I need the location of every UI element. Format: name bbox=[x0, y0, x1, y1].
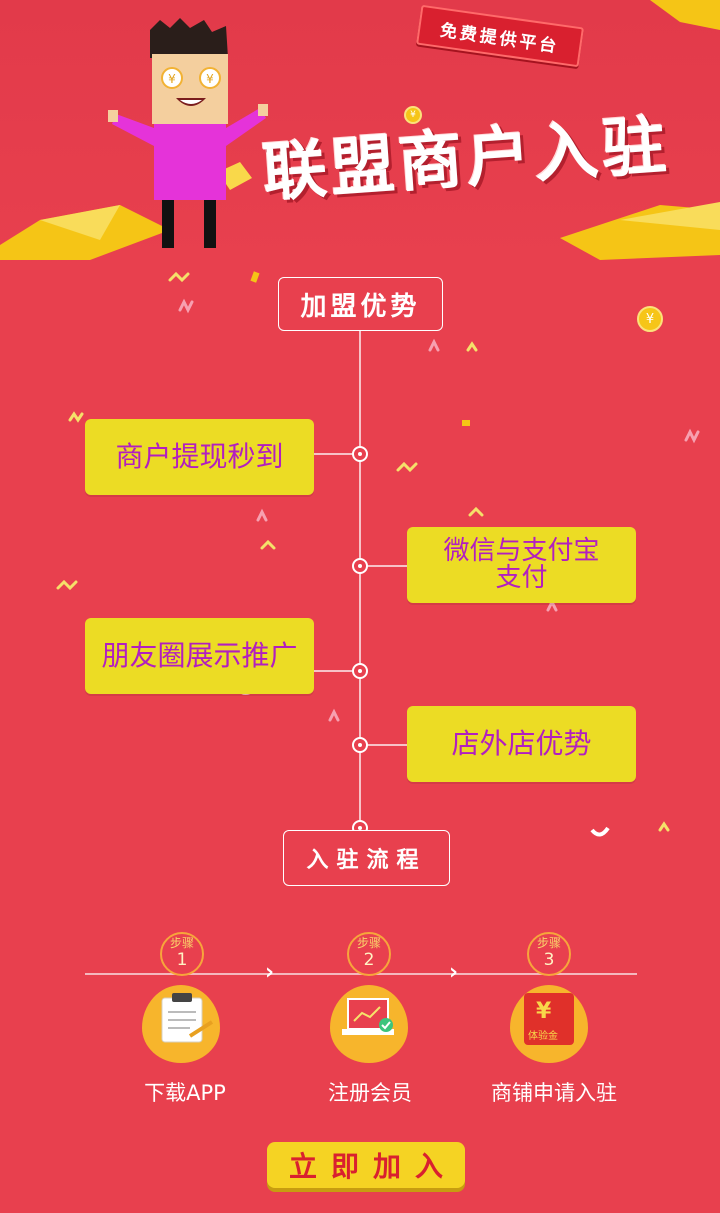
step-2-label: 注册会员 bbox=[328, 1081, 412, 1105]
red-envelope-icon: ¥ 体验金 bbox=[524, 993, 574, 1045]
hero-decoration bbox=[0, 162, 720, 260]
step-number: 1 bbox=[176, 950, 188, 971]
step-2-badge: 步骤 2 bbox=[347, 932, 391, 976]
timeline-node bbox=[352, 446, 368, 462]
timeline-node bbox=[352, 558, 368, 574]
advantage-card-store: 店外店优势 bbox=[407, 706, 636, 782]
advantage-card-withdraw: 商户提现秒到 bbox=[85, 419, 314, 495]
timeline-node bbox=[352, 737, 368, 753]
step-3-label: 商铺申请入驻 bbox=[491, 1081, 617, 1105]
advantage-card-payment: 微信与支付宝支付 bbox=[407, 527, 636, 603]
step-number: 2 bbox=[363, 950, 375, 971]
laptop-icon bbox=[342, 998, 394, 1035]
advantage-card-moments: 朋友圈展示推广 bbox=[85, 618, 314, 694]
step-tag: 步骤 bbox=[536, 936, 561, 951]
step-tag: 步骤 bbox=[356, 936, 381, 951]
confetti-decoration bbox=[56, 271, 700, 837]
step-3-badge: 步骤 3 bbox=[527, 932, 571, 976]
step-1-badge: 步骤 1 bbox=[160, 932, 204, 976]
svg-text:¥: ¥ bbox=[206, 72, 214, 86]
connector-line bbox=[314, 453, 360, 455]
coin-icon: ¥ bbox=[404, 106, 422, 124]
process-header: 入驻流程 bbox=[283, 830, 450, 886]
step-tag: 步骤 bbox=[169, 936, 194, 951]
advantages-header: 加盟优势 bbox=[278, 277, 443, 331]
step-1-label: 下载APP bbox=[144, 1081, 226, 1105]
svg-text:¥: ¥ bbox=[168, 72, 176, 86]
mascot-illustration: ¥ ¥ bbox=[108, 18, 268, 248]
join-now-button[interactable]: 立即加入 bbox=[267, 1142, 465, 1188]
timeline-node bbox=[352, 663, 368, 679]
connector-line bbox=[314, 670, 360, 672]
chevron-right-icon: › bbox=[449, 960, 459, 985]
trial-money-text: 体验金 bbox=[528, 1031, 558, 1042]
step-number: 3 bbox=[543, 950, 555, 971]
currency-symbol: ¥ bbox=[536, 999, 552, 1024]
corner-decoration bbox=[650, 0, 720, 30]
connector-line bbox=[360, 744, 408, 746]
clipboard-icon bbox=[161, 993, 214, 1043]
timeline-line bbox=[359, 330, 361, 830]
chevron-right-icon: › bbox=[265, 960, 275, 985]
connector-line bbox=[360, 565, 408, 567]
coin-icon: ¥ bbox=[637, 306, 663, 332]
